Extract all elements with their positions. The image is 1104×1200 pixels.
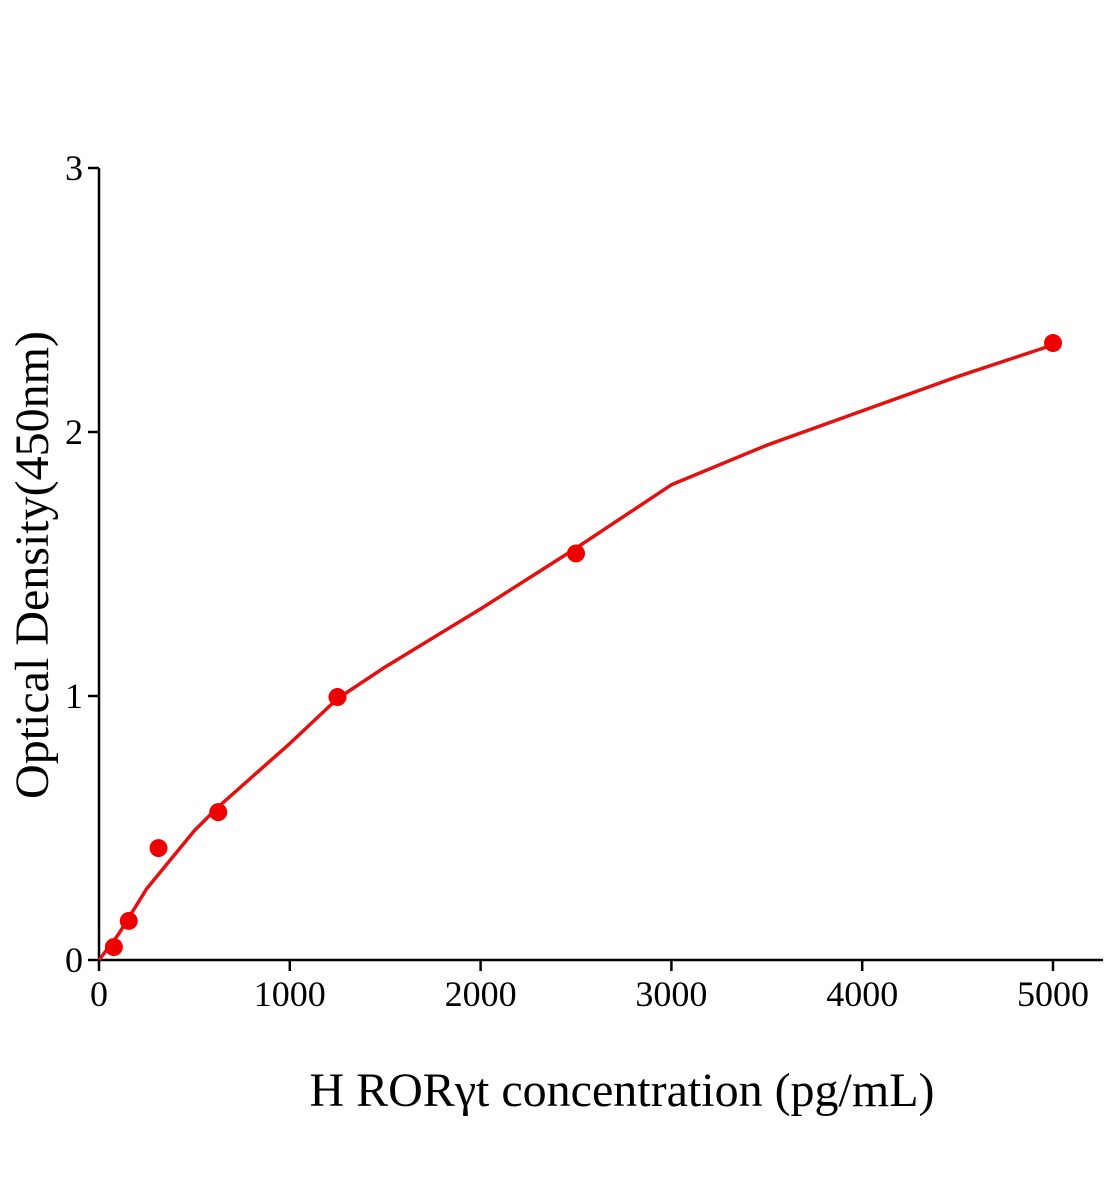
- x-tick-label: 3000: [635, 974, 707, 1014]
- y-tick-label: 3: [65, 148, 83, 188]
- x-tick-label: 0: [90, 974, 108, 1014]
- x-axis-title: H RORγt concentration (pg/mL): [309, 1064, 934, 1117]
- data-point: [567, 544, 586, 563]
- y-tick-label: 0: [65, 940, 83, 980]
- x-tick-label: 5000: [1017, 974, 1089, 1014]
- x-tick-label: 1000: [254, 974, 326, 1014]
- y-tick-label: 1: [65, 676, 83, 716]
- fit-curve: [97, 343, 1054, 962]
- data-point: [149, 839, 168, 858]
- x-tick-label: 2000: [445, 974, 517, 1014]
- data-point: [104, 938, 123, 957]
- data-point: [1044, 334, 1063, 353]
- y-tick-label: 2: [65, 412, 83, 452]
- data-point: [209, 803, 228, 822]
- x-tick-label: 4000: [826, 974, 898, 1014]
- y-axis-title: Optical Density(450nm): [6, 331, 59, 799]
- data-point: [328, 688, 347, 707]
- data-point: [119, 911, 138, 930]
